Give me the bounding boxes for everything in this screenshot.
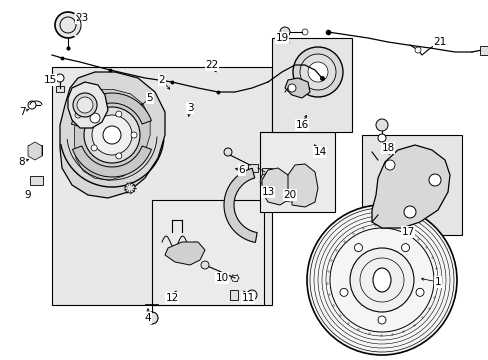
Text: 7: 7 [19, 107, 25, 117]
Circle shape [73, 93, 97, 117]
Circle shape [224, 148, 231, 156]
Polygon shape [28, 142, 42, 160]
Circle shape [375, 119, 387, 131]
Polygon shape [262, 168, 291, 205]
Circle shape [280, 27, 289, 37]
Polygon shape [72, 146, 151, 177]
Circle shape [84, 107, 140, 163]
Text: 9: 9 [24, 190, 31, 200]
Bar [28, 145, 42, 155]
Polygon shape [71, 93, 151, 127]
Circle shape [92, 115, 132, 155]
Text: 13: 13 [261, 187, 274, 197]
Circle shape [201, 261, 208, 269]
Circle shape [103, 126, 121, 144]
Bar [262, 168, 271, 178]
Bar [30, 176, 43, 185]
Circle shape [414, 47, 420, 53]
Polygon shape [60, 72, 164, 198]
Circle shape [125, 183, 135, 193]
Polygon shape [287, 164, 317, 207]
Circle shape [287, 84, 295, 92]
Text: 1: 1 [434, 277, 440, 287]
Bar [52, 67, 271, 305]
Circle shape [403, 206, 415, 218]
Circle shape [56, 74, 64, 82]
Bar [260, 132, 334, 212]
Bar [247, 164, 258, 172]
Circle shape [90, 113, 100, 123]
Polygon shape [285, 78, 309, 98]
Ellipse shape [372, 268, 390, 292]
Text: 17: 17 [401, 227, 414, 237]
Polygon shape [479, 46, 487, 55]
Polygon shape [371, 145, 449, 228]
Circle shape [91, 145, 97, 151]
Circle shape [91, 119, 97, 125]
Bar [361, 135, 461, 235]
Circle shape [28, 101, 36, 109]
Polygon shape [74, 90, 150, 180]
Text: 18: 18 [381, 143, 394, 153]
Circle shape [415, 288, 423, 296]
Text: 23: 23 [75, 13, 88, 23]
Text: 22: 22 [205, 60, 218, 70]
Circle shape [306, 205, 456, 355]
Text: 11: 11 [241, 293, 254, 303]
Text: 3: 3 [186, 103, 193, 113]
Text: 20: 20 [283, 190, 296, 200]
Circle shape [401, 244, 408, 252]
Polygon shape [164, 242, 204, 265]
Polygon shape [68, 82, 108, 128]
Text: 12: 12 [165, 293, 178, 303]
Circle shape [307, 62, 327, 82]
Text: 15: 15 [43, 75, 57, 85]
Text: 8: 8 [19, 157, 25, 167]
Circle shape [349, 248, 413, 312]
Circle shape [55, 12, 81, 38]
Text: 19: 19 [275, 33, 288, 43]
Text: 21: 21 [432, 37, 446, 47]
Circle shape [77, 97, 87, 107]
Polygon shape [224, 168, 257, 242]
Text: 14: 14 [313, 147, 326, 157]
Bar [229, 290, 238, 300]
Circle shape [131, 132, 137, 138]
Circle shape [377, 316, 385, 324]
Circle shape [428, 174, 440, 186]
Text: 10: 10 [215, 273, 228, 283]
Circle shape [116, 111, 122, 117]
Circle shape [384, 160, 394, 170]
Circle shape [146, 312, 158, 324]
Text: 2: 2 [159, 75, 165, 85]
Text: 6: 6 [238, 165, 245, 175]
Circle shape [354, 244, 362, 252]
Text: 5: 5 [146, 93, 153, 103]
Bar [271, 38, 351, 132]
Circle shape [292, 47, 342, 97]
Text: 16: 16 [295, 120, 308, 130]
Circle shape [299, 54, 335, 90]
Circle shape [116, 153, 122, 159]
Bar [152, 200, 264, 305]
Polygon shape [260, 172, 280, 188]
Circle shape [339, 288, 347, 296]
Bar [56, 86, 64, 92]
Circle shape [377, 134, 385, 142]
Circle shape [77, 97, 93, 113]
Text: 4: 4 [144, 313, 151, 323]
Circle shape [246, 290, 257, 300]
